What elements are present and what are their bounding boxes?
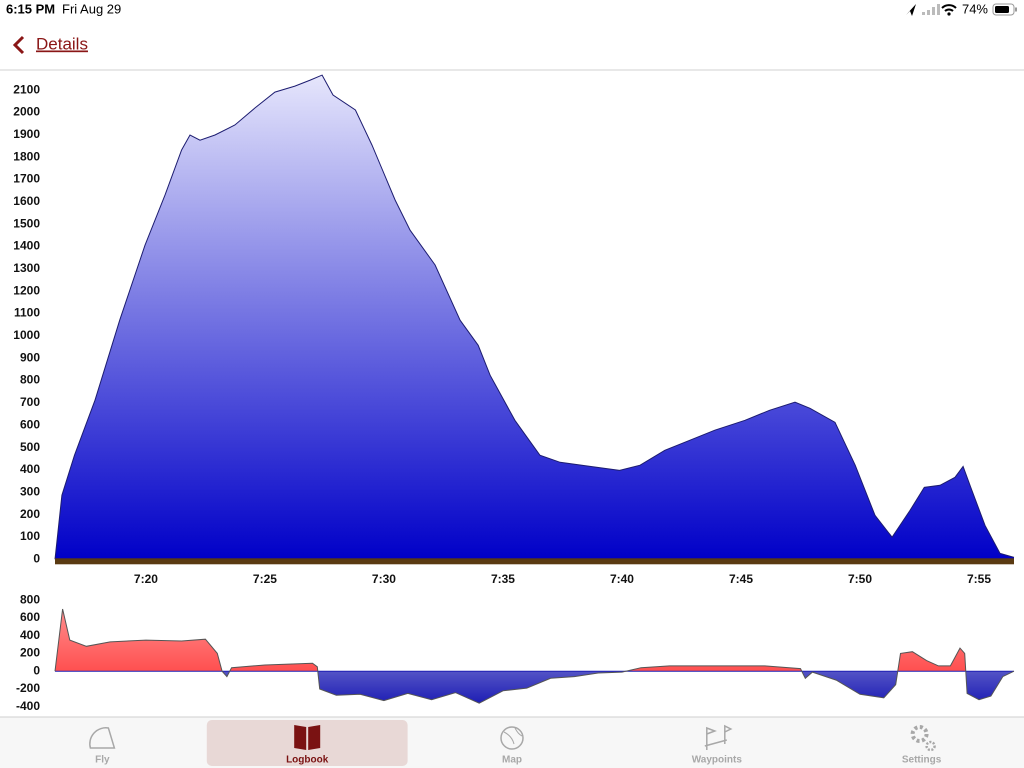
y-tick-label: -200 bbox=[16, 681, 40, 695]
x-tick-label: 7:50 bbox=[848, 572, 872, 586]
y-tick-label: 900 bbox=[20, 350, 40, 364]
area-line bbox=[54, 608, 1015, 704]
negative-area bbox=[222, 671, 1014, 704]
y-tick-label: 300 bbox=[20, 484, 40, 498]
y-tick-label: 600 bbox=[20, 417, 40, 431]
x-tick-label: 7:40 bbox=[610, 572, 634, 586]
y-tick-label: 1200 bbox=[13, 283, 40, 297]
y-tick-label: 1100 bbox=[14, 306, 40, 320]
tab-label[interactable]: Fly bbox=[95, 755, 110, 766]
back-label[interactable]: Details bbox=[36, 34, 88, 53]
x-tick-label: 7:35 bbox=[491, 572, 515, 586]
tab-icon-shape[interactable] bbox=[910, 725, 929, 743]
signal-icon bbox=[922, 4, 940, 15]
y-tick-label: 800 bbox=[20, 373, 40, 387]
location-icon bbox=[906, 4, 916, 16]
battery-level bbox=[995, 6, 1009, 13]
battery-frame bbox=[992, 3, 1015, 16]
tab-icon-shape[interactable] bbox=[500, 726, 524, 750]
y-tick-label: 1400 bbox=[13, 239, 40, 253]
tab-icon[interactable] bbox=[89, 727, 116, 749]
y-tick-label: 2100 bbox=[13, 82, 40, 96]
tab-icon-shape[interactable] bbox=[89, 727, 116, 749]
tab-label[interactable]: Logbook bbox=[286, 755, 329, 766]
back-button[interactable]: Details bbox=[12, 34, 88, 55]
x-tick-label: 7:30 bbox=[372, 572, 396, 586]
y-tick-label: 0 bbox=[33, 551, 40, 565]
wifi-dot bbox=[947, 12, 951, 16]
tab-icon[interactable] bbox=[704, 724, 733, 750]
status-time: 6:15 PM bbox=[6, 1, 55, 16]
tab[interactable]: Settings bbox=[902, 725, 942, 766]
tab-icon[interactable] bbox=[294, 725, 321, 750]
status-date: Fri Aug 29 bbox=[62, 1, 121, 16]
tab-icon-shape[interactable] bbox=[925, 740, 936, 752]
tab-label[interactable]: Settings bbox=[902, 755, 942, 766]
tab-icon-shape[interactable] bbox=[294, 725, 321, 750]
y-tick-label: 1300 bbox=[13, 261, 40, 275]
tab[interactable]: Fly bbox=[89, 727, 116, 766]
y-tick-label: 1900 bbox=[13, 127, 40, 141]
y-tick-label: 2000 bbox=[13, 105, 40, 119]
x-tick-label: 7:25 bbox=[253, 572, 277, 586]
x-tick-label: 7:20 bbox=[134, 572, 158, 586]
y-tick-label: 500 bbox=[20, 440, 40, 454]
tab-icon-shape[interactable] bbox=[704, 724, 733, 750]
tab[interactable]: Logbook bbox=[286, 725, 329, 766]
tab[interactable]: Waypoints bbox=[692, 724, 743, 766]
tab-label[interactable]: Waypoints bbox=[692, 755, 743, 766]
y-tick-label: 100 bbox=[20, 529, 40, 543]
y-tick-label: 200 bbox=[20, 507, 40, 521]
tab-label[interactable]: Map bbox=[502, 755, 522, 766]
wifi-icon bbox=[941, 4, 957, 12]
y-tick-label: 0 bbox=[33, 663, 40, 677]
y-tick-label: 400 bbox=[20, 628, 40, 642]
y-tick-label: 400 bbox=[20, 462, 40, 476]
y-tick-label: 1500 bbox=[13, 216, 40, 230]
ground-band bbox=[55, 558, 1014, 565]
positive-area bbox=[55, 609, 1014, 672]
back-chevron[interactable] bbox=[12, 35, 25, 55]
x-tick-label: 7:45 bbox=[729, 572, 753, 586]
area-fill bbox=[55, 75, 1014, 560]
tabs: Fly Logbook Map Waypoints Settings bbox=[89, 724, 942, 766]
y-tick-label: 600 bbox=[20, 610, 40, 624]
x-tick-label: 7:55 bbox=[967, 572, 991, 586]
y-tick-label: 200 bbox=[20, 646, 40, 660]
y-tick-label: 700 bbox=[20, 395, 40, 409]
tab-icon-shape[interactable] bbox=[503, 727, 523, 745]
tab[interactable]: Map bbox=[500, 726, 524, 766]
y-tick-label: 1700 bbox=[13, 172, 40, 186]
y-tick-label: 1600 bbox=[13, 194, 40, 208]
battery-percent: 74% bbox=[962, 1, 988, 16]
selected-tab-background bbox=[206, 720, 408, 766]
y-tick-label: 1800 bbox=[13, 149, 40, 163]
battery-tip bbox=[1015, 7, 1017, 12]
area-line bbox=[54, 74, 1015, 560]
tab-icon[interactable] bbox=[910, 725, 936, 752]
tab-icon[interactable] bbox=[500, 726, 524, 750]
y-tick-label: -400 bbox=[16, 699, 40, 713]
charts: 0 100 200 300 400 500 600 700 800 900 1000 1100 1200… bbox=[13, 74, 1015, 713]
y-tick-label: 800 bbox=[20, 592, 40, 606]
y-tick-label: 1000 bbox=[13, 328, 40, 342]
tab-bar bbox=[0, 717, 1024, 768]
